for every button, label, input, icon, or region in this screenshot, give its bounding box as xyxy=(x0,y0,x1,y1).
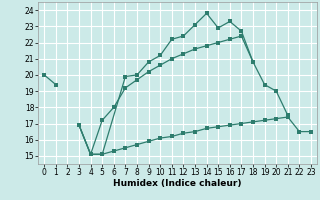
X-axis label: Humidex (Indice chaleur): Humidex (Indice chaleur) xyxy=(113,179,242,188)
